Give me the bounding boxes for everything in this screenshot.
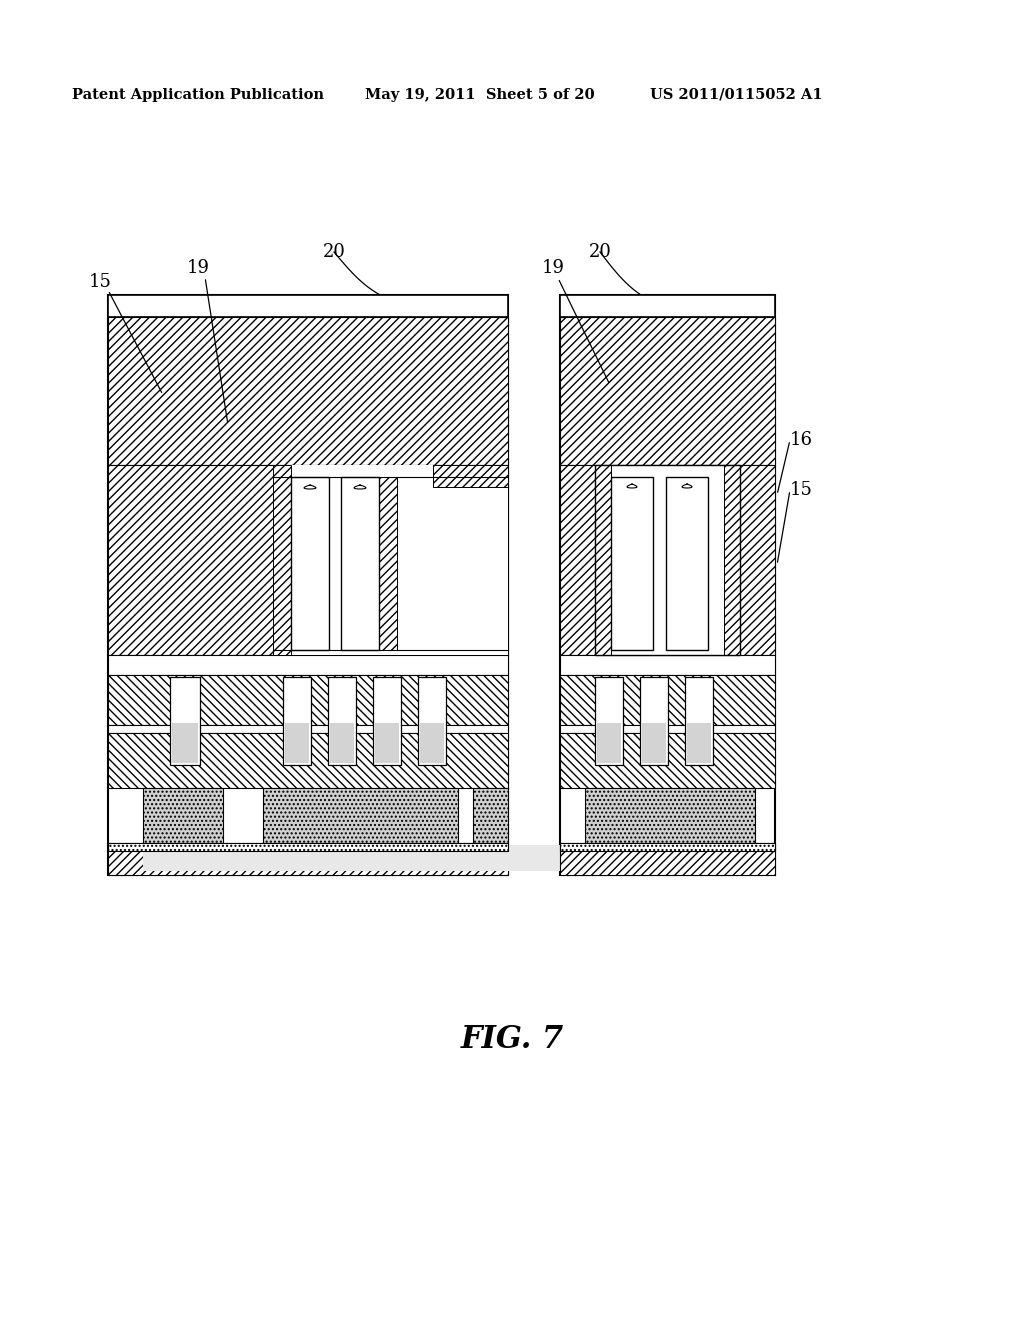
Bar <box>687 723 711 763</box>
Bar <box>597 723 621 763</box>
Bar <box>285 723 309 763</box>
Bar <box>143 845 573 871</box>
Bar <box>560 655 775 675</box>
Bar <box>595 465 740 655</box>
Bar <box>108 317 508 465</box>
Text: 19: 19 <box>542 259 564 277</box>
Text: 15: 15 <box>88 273 112 290</box>
Bar <box>433 465 508 487</box>
Text: US 2011/0115052 A1: US 2011/0115052 A1 <box>650 88 822 102</box>
Bar <box>108 294 508 875</box>
Bar <box>560 294 775 875</box>
Text: May 19, 2011  Sheet 5 of 20: May 19, 2011 Sheet 5 of 20 <box>365 88 595 102</box>
Bar <box>666 477 708 649</box>
Bar <box>560 733 775 788</box>
Bar <box>724 465 740 655</box>
Bar <box>273 465 508 655</box>
Bar <box>595 465 611 655</box>
Bar <box>420 723 444 763</box>
Bar <box>597 678 621 723</box>
Bar <box>642 678 666 723</box>
Bar <box>283 677 311 766</box>
Bar <box>273 465 291 655</box>
Bar <box>172 678 198 723</box>
Bar <box>170 677 200 766</box>
Bar <box>379 477 397 649</box>
Text: FIG. 7: FIG. 7 <box>461 1024 563 1056</box>
Bar <box>285 678 309 723</box>
Bar <box>595 677 623 766</box>
Bar <box>640 677 668 766</box>
Bar <box>585 788 755 843</box>
Bar <box>108 843 508 851</box>
Text: 20: 20 <box>323 243 345 261</box>
Bar <box>108 675 508 725</box>
Bar <box>263 788 458 843</box>
Bar <box>108 465 508 655</box>
Bar <box>375 723 399 763</box>
Bar <box>611 477 653 649</box>
Text: 15: 15 <box>790 480 813 499</box>
Bar <box>595 465 740 655</box>
Bar <box>143 788 223 843</box>
Bar <box>330 678 354 723</box>
Bar <box>418 677 446 766</box>
Bar <box>375 678 399 723</box>
Bar <box>172 723 198 763</box>
Text: 20: 20 <box>589 243 611 261</box>
Bar <box>687 678 711 723</box>
Bar <box>642 723 666 763</box>
Bar <box>373 677 401 766</box>
Text: 16: 16 <box>790 432 813 449</box>
Bar <box>560 317 775 465</box>
Bar <box>108 733 508 788</box>
Bar <box>560 725 775 733</box>
Bar <box>108 843 508 875</box>
Bar <box>108 725 508 733</box>
Bar <box>291 477 329 649</box>
Bar <box>108 655 508 675</box>
Text: 19: 19 <box>186 259 210 277</box>
Bar <box>341 477 379 649</box>
Bar <box>560 294 775 317</box>
Bar <box>330 723 354 763</box>
Bar <box>685 677 713 766</box>
Bar <box>560 843 775 851</box>
Bar <box>328 677 356 766</box>
Bar <box>560 843 775 875</box>
Bar <box>420 678 444 723</box>
Text: Patent Application Publication: Patent Application Publication <box>72 88 324 102</box>
Bar <box>108 294 508 317</box>
Bar <box>473 788 508 843</box>
Bar <box>560 465 775 655</box>
Bar <box>560 675 775 725</box>
